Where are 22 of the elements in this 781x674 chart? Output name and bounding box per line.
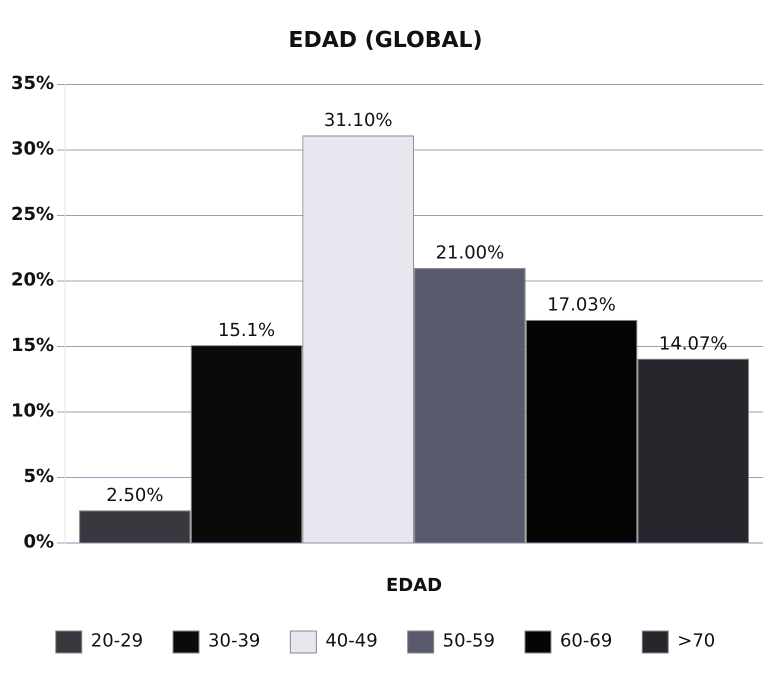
legend-label: 40-49 bbox=[325, 630, 378, 652]
y-tick-label: 15% bbox=[10, 335, 54, 356]
y-tick-label: 35% bbox=[10, 73, 54, 94]
data-label: 17.03% bbox=[547, 294, 616, 316]
data-label: 14.07% bbox=[658, 333, 728, 354]
data-label: 2.50% bbox=[106, 484, 164, 506]
x-axis-title: EDAD bbox=[386, 574, 442, 596]
chart-title: EDAD (GLOBAL) bbox=[288, 28, 483, 53]
y-tick-label: 25% bbox=[10, 204, 54, 226]
y-tick-label: 20% bbox=[10, 270, 54, 291]
legend-label: 50-59 bbox=[442, 630, 495, 652]
data-label: 15.1% bbox=[218, 320, 276, 341]
y-tick-label: 5% bbox=[24, 466, 54, 488]
data-label: 31.10% bbox=[324, 110, 393, 132]
y-tick-label: 10% bbox=[10, 400, 54, 422]
legend-label: 60-69 bbox=[560, 630, 612, 652]
y-tick-label: 0% bbox=[24, 532, 54, 553]
legend-label: 30-39 bbox=[208, 630, 260, 652]
legend-label: >70 bbox=[677, 630, 716, 652]
legend-label: 20-29 bbox=[90, 630, 144, 652]
data-label: 21.00% bbox=[436, 242, 504, 264]
y-tick-label: 30% bbox=[10, 138, 54, 160]
